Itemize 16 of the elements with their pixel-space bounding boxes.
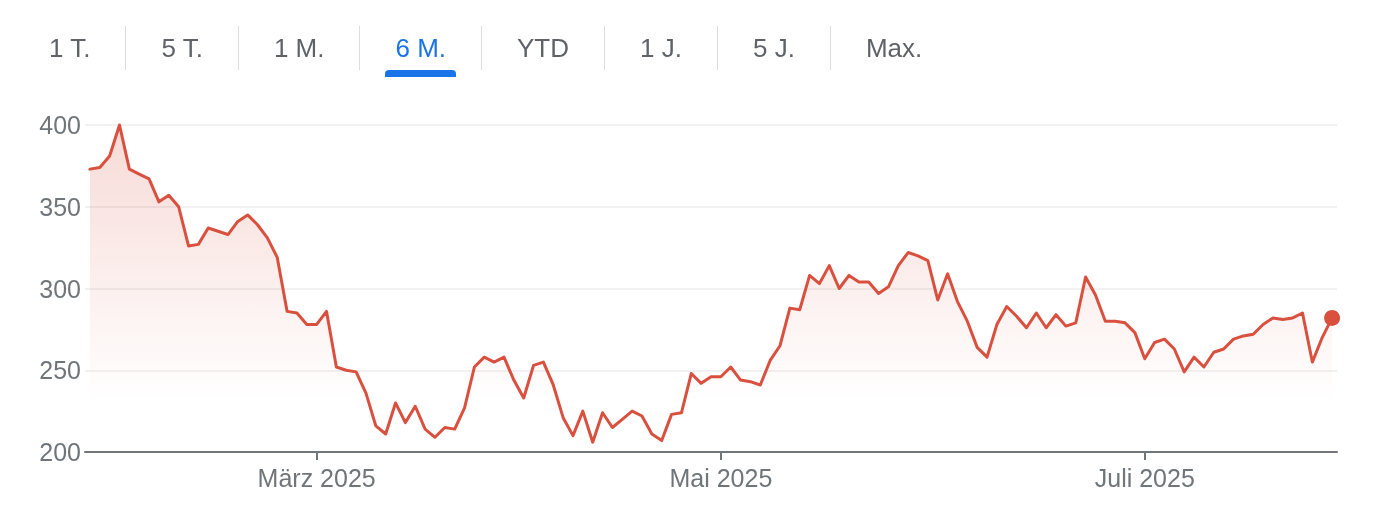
y-tick-label: 200 bbox=[39, 438, 81, 466]
y-tick-label: 300 bbox=[39, 274, 81, 303]
y-tick-label: 250 bbox=[39, 356, 81, 385]
text: 5 T. bbox=[161, 33, 203, 63]
text: 5 J. bbox=[752, 33, 795, 63]
x-tick-label: März 2025 bbox=[257, 463, 376, 492]
x-tick-label: Mai 2025 bbox=[669, 463, 773, 492]
text: 1 T. bbox=[49, 33, 91, 63]
text: 6 M. bbox=[395, 33, 447, 63]
text: Max. bbox=[865, 33, 923, 63]
text: 1 M. bbox=[273, 33, 325, 63]
text: 1 J. bbox=[640, 33, 682, 63]
x-tick-label: Juli 2025 bbox=[1094, 463, 1195, 492]
y-tick-label: 350 bbox=[39, 192, 81, 221]
text: YTD bbox=[517, 33, 570, 63]
y-tick-label: 400 bbox=[39, 111, 81, 139]
